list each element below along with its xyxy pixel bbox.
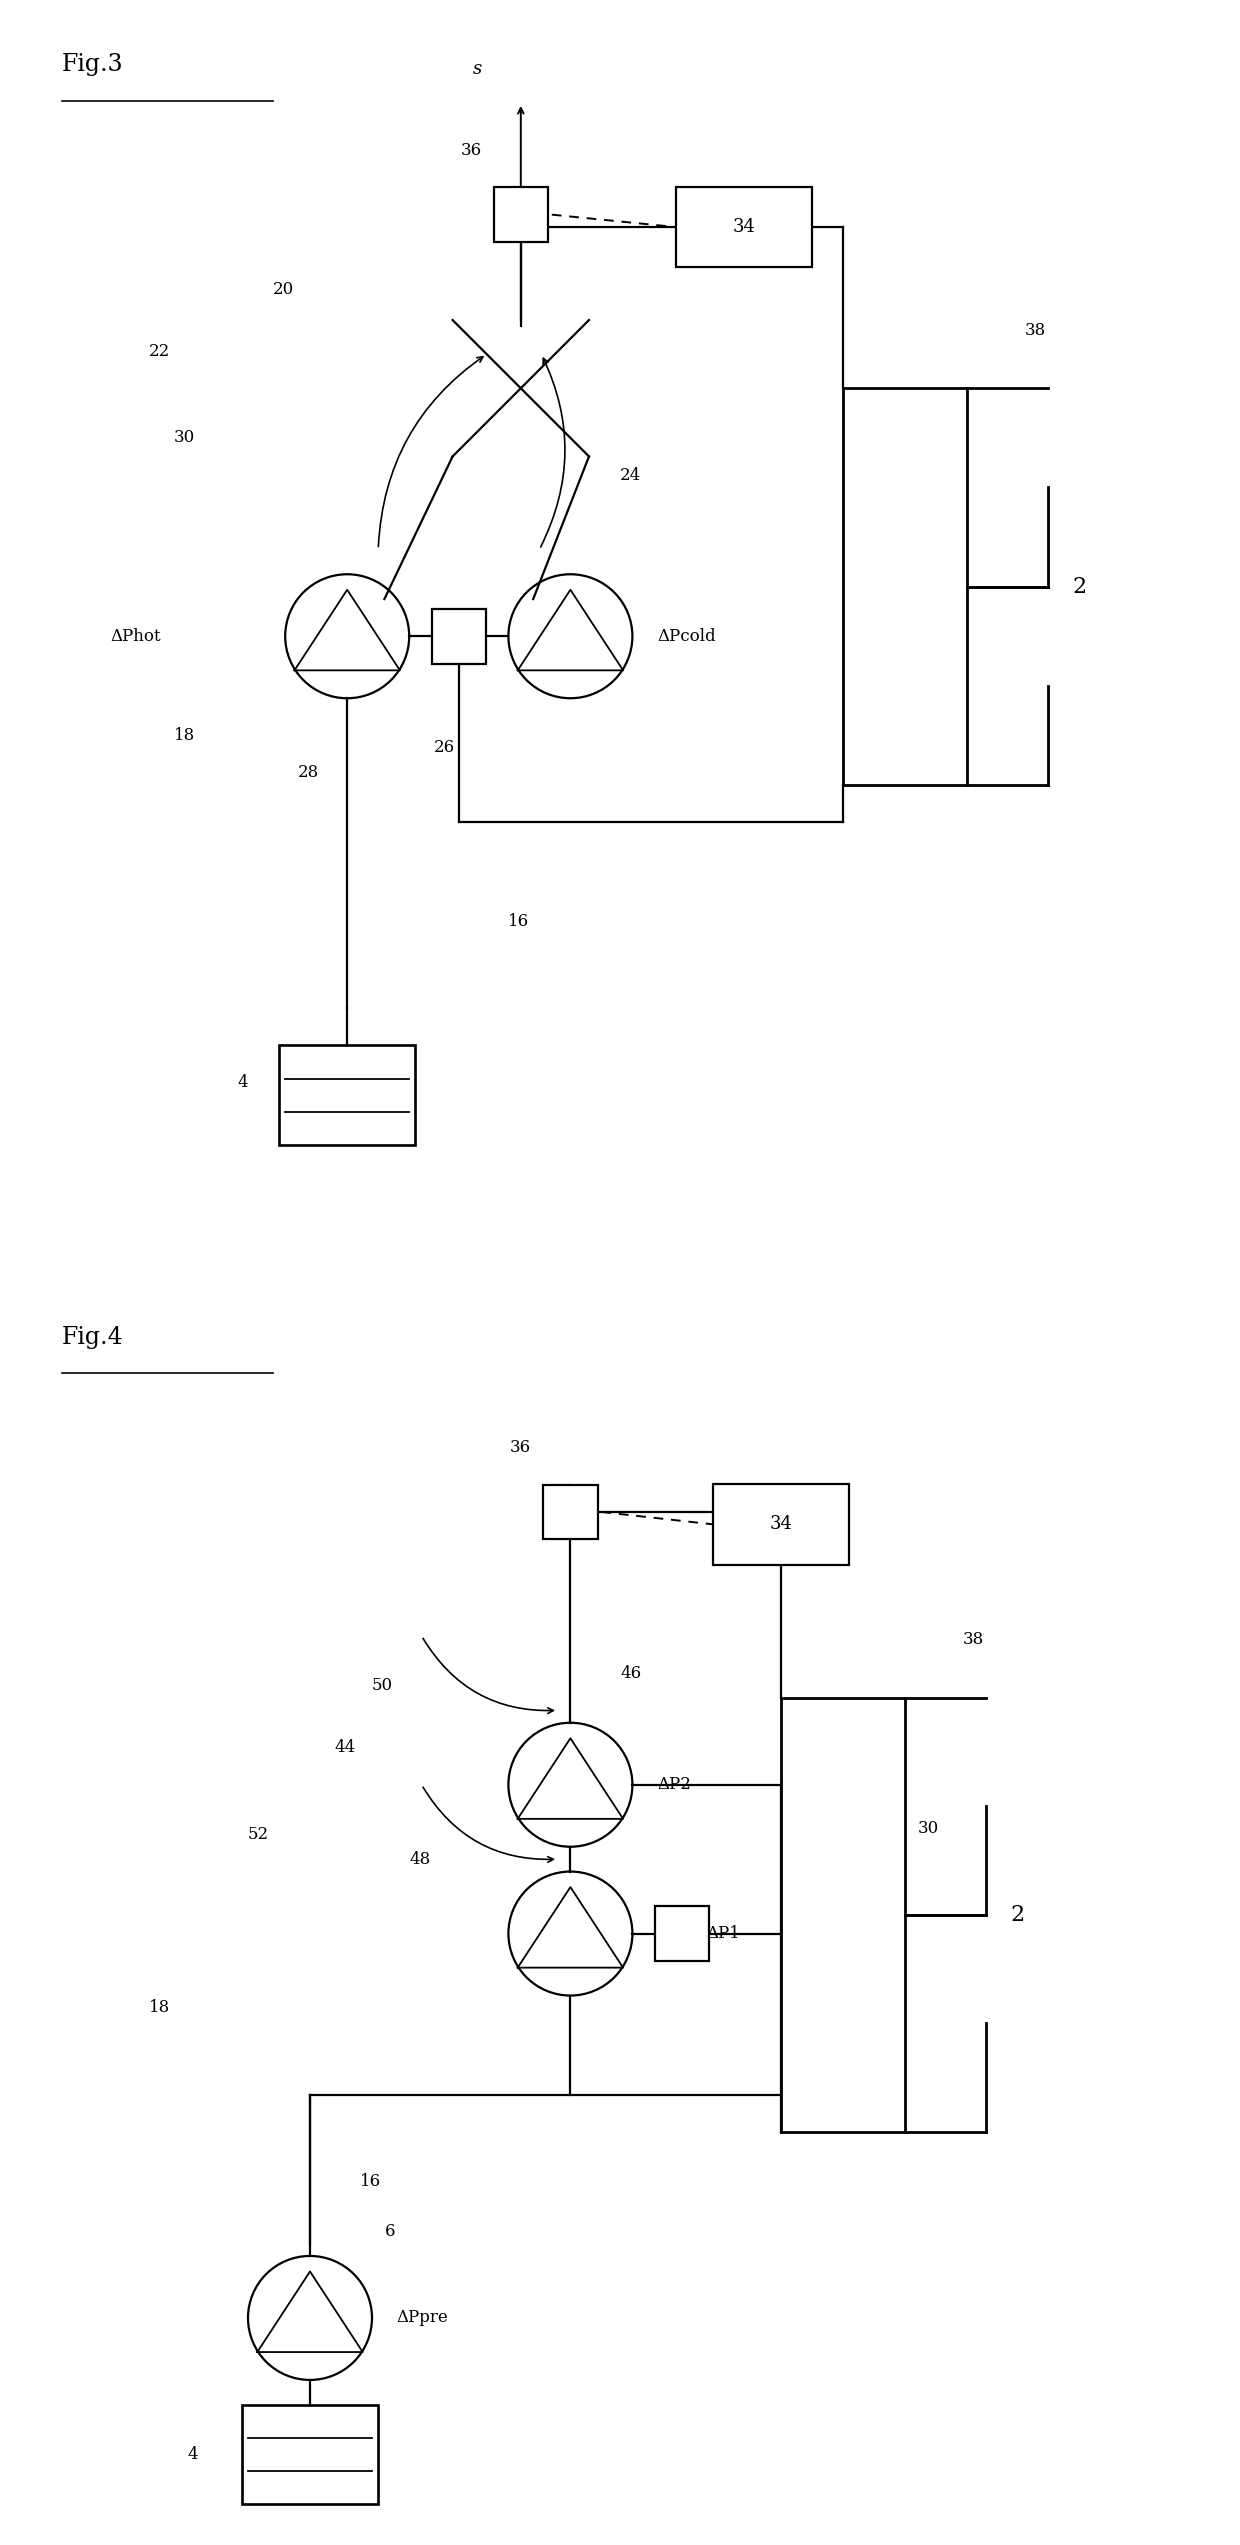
Text: 30: 30 bbox=[918, 1820, 939, 1837]
Bar bbox=[543, 1484, 598, 1540]
Text: 20: 20 bbox=[273, 280, 294, 298]
Text: 16: 16 bbox=[360, 2173, 381, 2191]
Text: 26: 26 bbox=[434, 741, 455, 756]
Text: ΔPhot: ΔPhot bbox=[110, 629, 161, 644]
Bar bbox=[655, 1906, 709, 1960]
Text: ΔPcold: ΔPcold bbox=[657, 629, 715, 644]
Text: 16: 16 bbox=[508, 914, 529, 929]
Text: 30: 30 bbox=[174, 430, 195, 445]
Text: 38: 38 bbox=[962, 1631, 985, 1649]
Text: 6: 6 bbox=[384, 2222, 394, 2240]
Text: 28: 28 bbox=[298, 764, 319, 781]
Text: 44: 44 bbox=[335, 1738, 356, 1756]
Bar bbox=[713, 1484, 849, 1565]
Text: 36: 36 bbox=[510, 1438, 532, 1456]
Text: 38: 38 bbox=[1024, 321, 1047, 338]
Text: 22: 22 bbox=[149, 344, 170, 359]
Text: s: s bbox=[472, 61, 482, 79]
Text: 2: 2 bbox=[1073, 575, 1086, 598]
Text: 48: 48 bbox=[409, 1850, 430, 1868]
Text: Fig.4: Fig.4 bbox=[62, 1326, 124, 1349]
Text: 4: 4 bbox=[187, 2446, 198, 2464]
Bar bbox=[432, 608, 486, 664]
Text: Fig.3: Fig.3 bbox=[62, 53, 124, 76]
Bar bbox=[676, 186, 812, 267]
Text: 4: 4 bbox=[237, 1074, 248, 1092]
Text: 36: 36 bbox=[460, 143, 482, 158]
Text: 52: 52 bbox=[248, 1825, 269, 1843]
Text: ΔP2: ΔP2 bbox=[657, 1776, 691, 1794]
Text: ΔPpre: ΔPpre bbox=[397, 2308, 449, 2326]
Bar bbox=[279, 1046, 415, 1145]
Text: 24: 24 bbox=[620, 466, 641, 484]
Text: 2: 2 bbox=[1011, 1904, 1024, 1927]
Text: ΔP1: ΔP1 bbox=[707, 1924, 740, 1942]
Text: 34: 34 bbox=[770, 1514, 792, 1532]
Text: 46: 46 bbox=[620, 1664, 641, 1682]
Text: 34: 34 bbox=[733, 219, 755, 237]
Text: 18: 18 bbox=[174, 728, 195, 743]
Bar bbox=[494, 188, 548, 242]
Text: 50: 50 bbox=[372, 1677, 393, 1695]
Text: 18: 18 bbox=[149, 2000, 170, 2016]
Bar bbox=[242, 2405, 378, 2504]
